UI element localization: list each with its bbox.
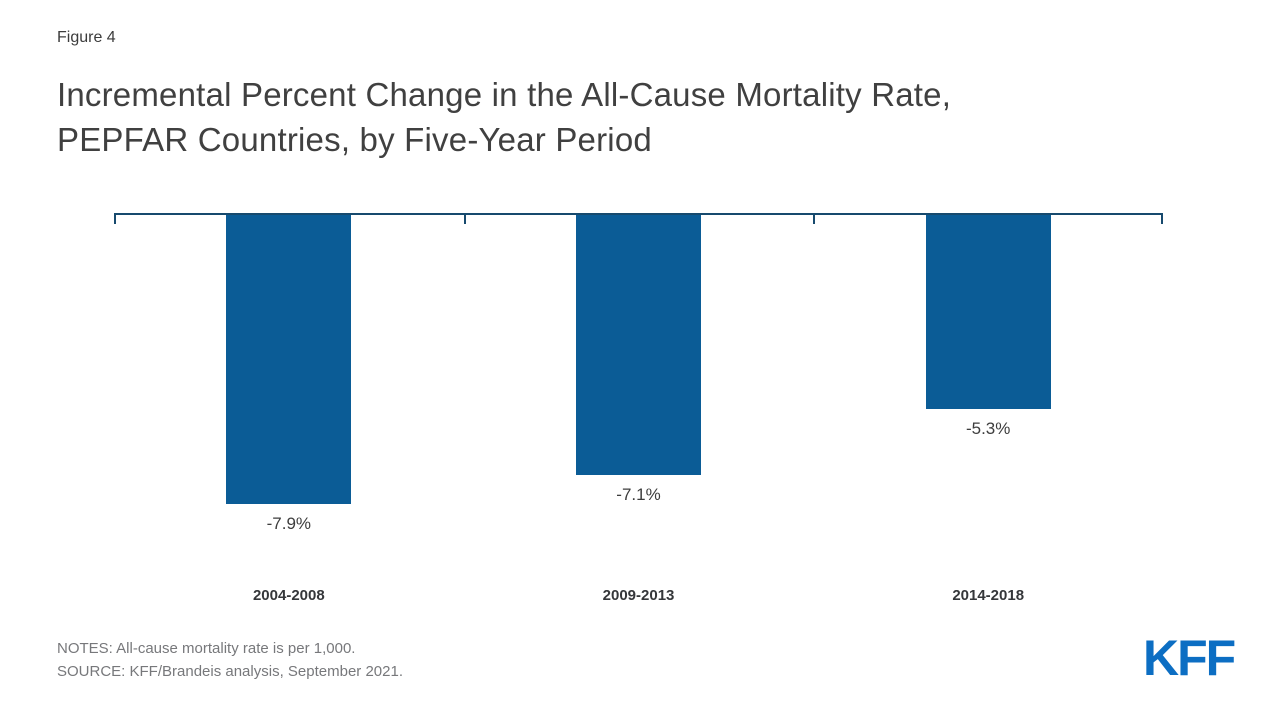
bar-2004-2008 [226,215,352,504]
source-line: SOURCE: KFF/Brandeis analysis, September… [57,663,403,680]
figure-number-label: Figure 4 [57,29,116,46]
chart-title-line2: PEPFAR Countries, by Five-Year Period [57,121,652,158]
bar-value-label: -7.9% [266,514,312,533]
category-label-2004-2008: 2004-2008 [252,587,325,604]
bar-group: -7.9% -7.1% -5.3% [114,215,1163,534]
axis-tick [813,213,816,224]
axis-tick [114,213,116,224]
category-label-2009-2013: 2009-2013 [602,587,675,604]
axis-tick [463,213,466,224]
footer-notes: NOTES: All-cause mortality rate is per 1… [57,637,403,683]
bar-slot: -5.3% [813,215,1163,534]
category-axis-labels: 2004-2008 2009-2013 2014-2018 [114,587,1163,604]
axis-tick [1161,213,1163,224]
bar-value-label: -5.3% [965,419,1011,438]
kff-logo: KFF [1143,630,1236,686]
bar-value-label: -7.1% [616,485,661,504]
notes-line: NOTES: All-cause mortality rate is per 1… [57,640,356,657]
bar-slot: -7.9% [114,215,464,534]
plot-area: -7.9% -7.1% -5.3% [114,213,1163,553]
bar-2009-2013 [576,215,701,475]
x-axis-line [114,213,1163,215]
bar-slot: -7.1% [464,215,814,534]
category-label-2014-2018: 2014-2018 [952,587,1025,604]
chart-title-line1: Incremental Percent Change in the All-Ca… [57,76,952,113]
bar-2014-2018 [925,215,1051,409]
chart-title: Incremental Percent Change in the All-Ca… [57,72,1217,162]
